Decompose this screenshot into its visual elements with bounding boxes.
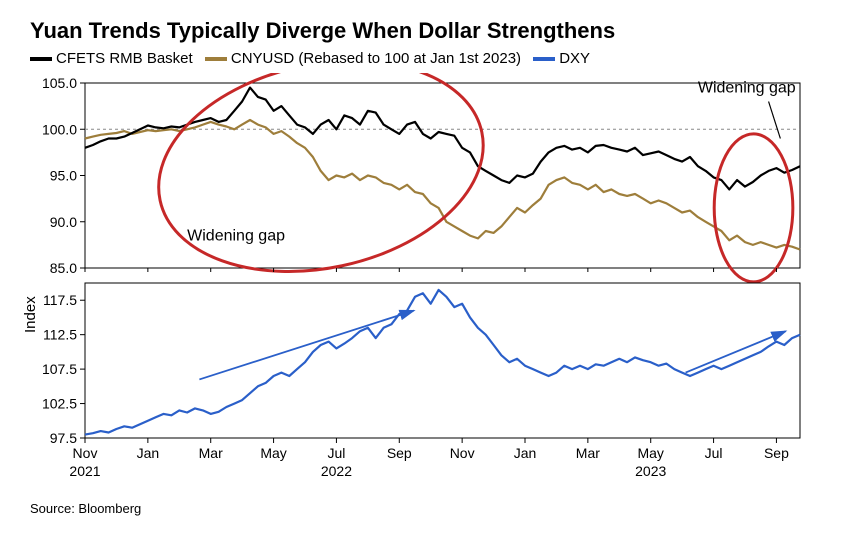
- svg-text:Jan: Jan: [137, 445, 160, 461]
- svg-text:Mar: Mar: [199, 445, 223, 461]
- svg-text:107.5: 107.5: [42, 361, 77, 377]
- annotation-gap1: Widening gap: [187, 227, 285, 244]
- legend-label-dxy: DXY: [559, 50, 590, 67]
- legend-label-cfets: CFETS RMB Basket: [56, 50, 193, 67]
- y-axis-label: Index: [22, 296, 39, 333]
- svg-text:105.0: 105.0: [42, 75, 77, 91]
- svg-text:Sep: Sep: [764, 445, 789, 461]
- svg-text:90.0: 90.0: [50, 214, 77, 230]
- svg-text:Jan: Jan: [514, 445, 537, 461]
- legend: CFETS RMB Basket CNYUSD (Rebased to 100 …: [30, 50, 818, 67]
- legend-item-dxy: DXY: [533, 50, 590, 67]
- svg-text:117.5: 117.5: [43, 292, 77, 308]
- legend-swatch-cnyusd: [205, 57, 227, 61]
- svg-text:May: May: [260, 445, 286, 461]
- source-text: Source: Bloomberg: [30, 501, 818, 516]
- svg-text:100.0: 100.0: [42, 121, 77, 137]
- svg-text:Jul: Jul: [327, 445, 345, 461]
- chart-svg: 85.0 90.0 95.0 100.0 105.0 Widening gap Wideni…: [30, 73, 810, 493]
- svg-text:97.5: 97.5: [50, 430, 77, 446]
- legend-item-cfets: CFETS RMB Basket: [30, 50, 193, 67]
- svg-text:Jul: Jul: [705, 445, 723, 461]
- chart-area: Index 85.090.095.0100.0105.0Widening gap…: [30, 73, 810, 493]
- legend-swatch-cfets: [30, 57, 52, 61]
- svg-text:May: May: [637, 445, 663, 461]
- legend-swatch-dxy: [533, 57, 555, 61]
- svg-text:Mar: Mar: [576, 445, 600, 461]
- legend-item-cnyusd: CNYUSD (Rebased to 100 at Jan 1st 2023): [205, 50, 521, 67]
- svg-text:2022: 2022: [321, 463, 352, 479]
- svg-text:95.0: 95.0: [50, 168, 77, 184]
- svg-text:Nov: Nov: [450, 445, 475, 461]
- legend-label-cnyusd: CNYUSD (Rebased to 100 at Jan 1st 2023): [231, 50, 521, 67]
- chart-title: Yuan Trends Typically Diverge When Dolla…: [30, 18, 818, 44]
- svg-text:112.5: 112.5: [43, 327, 77, 343]
- svg-text:2021: 2021: [69, 463, 100, 479]
- svg-text:Nov: Nov: [73, 445, 98, 461]
- svg-text:85.0: 85.0: [50, 260, 77, 276]
- svg-text:102.5: 102.5: [42, 396, 77, 412]
- svg-text:2023: 2023: [635, 463, 666, 479]
- annotation-gap2: Widening gap: [698, 79, 796, 96]
- svg-text:Sep: Sep: [387, 445, 412, 461]
